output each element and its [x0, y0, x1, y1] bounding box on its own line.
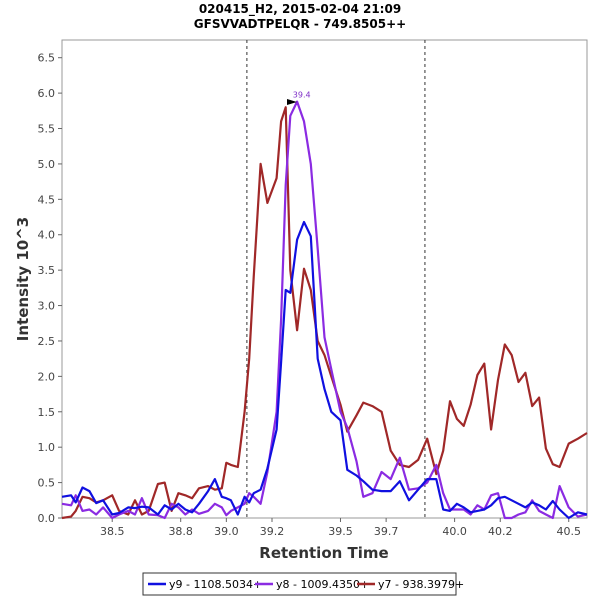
x-tick-label: 38.8 [168, 525, 193, 538]
legend-label-y8: y8 - 1009.4350+ [276, 578, 369, 591]
legend-label-y7: y7 - 938.3979+ [378, 578, 464, 591]
x-axis: 38.5 38.8 39.0 39.2 39.5 39.7 40.0 40.2 40.5 [100, 518, 581, 538]
x-axis-title: Retention Time [259, 544, 388, 562]
x-tick-label: 40.5 [556, 525, 581, 538]
y-tick-label: 4.5 [38, 193, 56, 206]
x-tick-label: 39.7 [374, 525, 399, 538]
series-line-y8 [61, 100, 588, 520]
y-tick-label: 5.5 [38, 123, 56, 136]
y-tick-label: 3.5 [38, 264, 56, 277]
y-tick-label: 0.0 [38, 512, 56, 525]
chart-title: 020415_H2, 2015-02-04 21:09 [199, 2, 401, 17]
x-tick-label: 39.2 [260, 525, 285, 538]
x-tick-label: 39.0 [214, 525, 239, 538]
chart-subtitle: GFSVVADTPELQR - 749.8505++ [194, 17, 406, 31]
peak-marker-icon [287, 99, 297, 105]
y-tick-label: 6.5 [38, 52, 56, 65]
series-line-y9 [61, 220, 588, 520]
y-tick-label: 2.5 [38, 335, 56, 348]
x-tick-label: 40.0 [442, 525, 467, 538]
x-tick-label: 39.5 [328, 525, 353, 538]
peak-annotation: 39.4 [287, 91, 311, 105]
y-axis: 0.0 0.5 1.0 1.5 2.0 2.5 3.0 3.5 4.0 4.5 5.0 5.5 6.0 6… [38, 52, 62, 525]
series-lines [61, 100, 588, 520]
legend-label-y9: y9 - 1108.5034+ [169, 578, 262, 591]
y-tick-label: 4.0 [38, 229, 56, 242]
y-tick-label: 3.0 [38, 300, 56, 313]
y-tick-label: 6.0 [38, 87, 56, 100]
y-tick-label: 1.0 [38, 441, 56, 454]
series-line-y7 [61, 106, 588, 520]
y-tick-label: 0.5 [38, 477, 56, 490]
y-tick-label: 1.5 [38, 406, 56, 419]
x-tick-label: 38.5 [100, 525, 125, 538]
y-tick-label: 2.0 [38, 370, 56, 383]
y-tick-label: 5.0 [38, 158, 56, 171]
legend-box [142, 572, 457, 596]
legend: y9 - 1108.5034+ y8 - 1009.4350+ y7 - 938… [142, 572, 464, 596]
y-axis-title: Intensity 10^3 [14, 217, 32, 341]
integration-bounds [246, 40, 426, 518]
x-tick-label: 40.2 [488, 525, 513, 538]
plot-area [61, 39, 588, 519]
peak-label: 39.4 [293, 91, 311, 100]
